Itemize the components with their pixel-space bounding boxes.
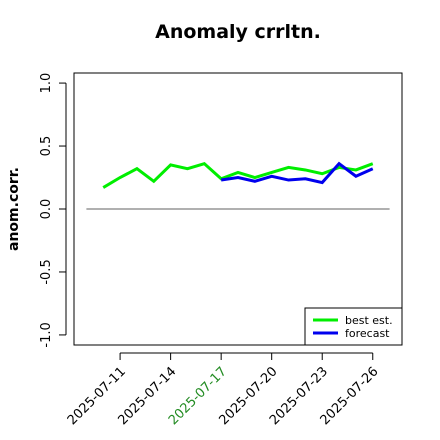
legend-label: forecast (345, 327, 390, 340)
y-axis-label: anom.corr. (6, 167, 22, 251)
series-line (220, 161, 374, 185)
y-tick-label: 1.0 (39, 73, 54, 94)
y-tick-label: -1.0 (39, 322, 54, 347)
plot-box (73, 72, 403, 346)
legend-label: best est. (345, 314, 393, 327)
y-tick-label: -0.5 (39, 259, 54, 284)
y-tick-label: 0.5 (39, 136, 54, 157)
series-line (102, 161, 374, 189)
chart-title: Anomaly crrltn. (155, 21, 321, 43)
legend-box (304, 307, 403, 346)
y-tick-label: 0.0 (39, 199, 54, 220)
